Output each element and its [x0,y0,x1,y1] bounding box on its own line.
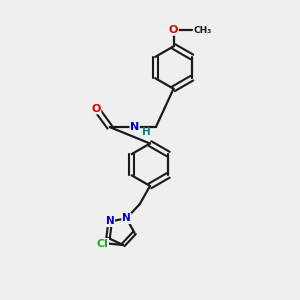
Text: O: O [92,104,101,114]
Text: N: N [130,122,139,132]
Text: CH₃: CH₃ [193,26,212,35]
Text: H: H [142,127,150,137]
Text: N: N [106,217,115,226]
Text: N: N [122,213,131,223]
Text: Cl: Cl [97,238,109,248]
Text: O: O [169,25,178,35]
Text: N: N [122,213,131,223]
